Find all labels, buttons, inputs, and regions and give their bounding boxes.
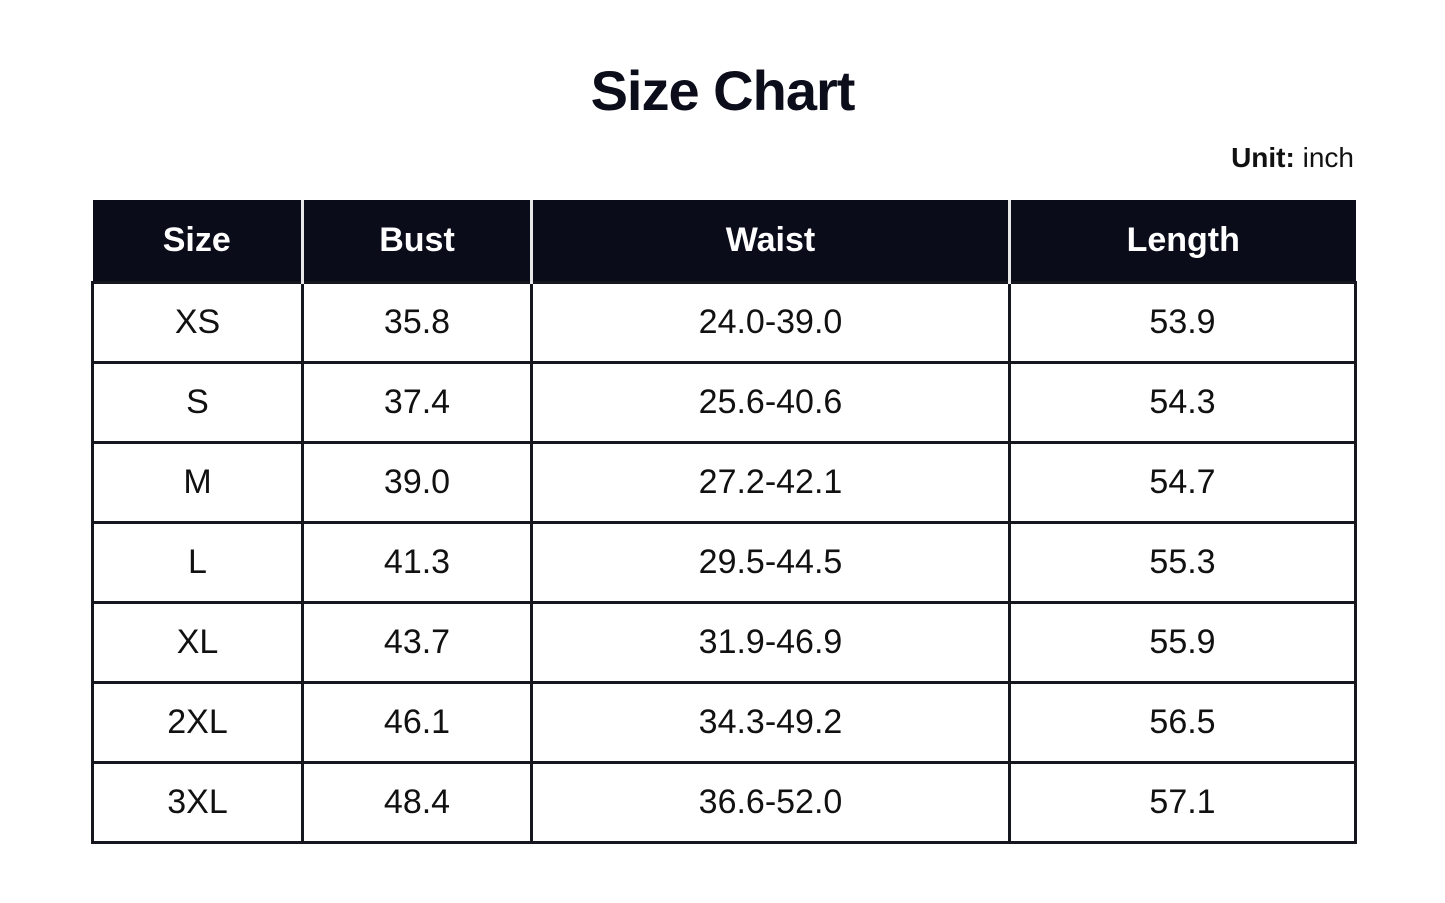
unit-note: Unit: inch bbox=[1231, 142, 1354, 174]
cell-bust: 35.8 bbox=[301, 281, 533, 364]
cell-length: 54.3 bbox=[1008, 361, 1357, 444]
cell-bust: 37.4 bbox=[301, 361, 533, 444]
unit-value: inch bbox=[1302, 142, 1354, 173]
cell-waist: 34.3-49.2 bbox=[530, 681, 1011, 764]
unit-label: Unit: bbox=[1231, 142, 1295, 173]
cell-length: 57.1 bbox=[1008, 761, 1357, 844]
column-header-waist: Waist bbox=[530, 200, 1010, 283]
table-row: S 37.4 25.6-40.6 54.3 bbox=[91, 361, 1357, 444]
page-title: Size Chart bbox=[590, 59, 856, 122]
column-header-length: Length bbox=[1008, 200, 1356, 283]
cell-size: XL bbox=[91, 601, 304, 684]
cell-bust: 41.3 bbox=[301, 521, 533, 604]
cell-bust: 46.1 bbox=[301, 681, 533, 764]
cell-length: 55.9 bbox=[1008, 601, 1357, 684]
cell-size: 2XL bbox=[91, 681, 304, 764]
column-header-size: Size bbox=[92, 200, 303, 283]
cell-size: XS bbox=[91, 281, 304, 364]
table-row: 2XL 46.1 34.3-49.2 56.5 bbox=[91, 681, 1357, 764]
cell-length: 56.5 bbox=[1008, 681, 1357, 764]
size-table: Size Bust Waist Length XS 35.8 24.0-39.0 53.9 S… bbox=[91, 200, 1357, 844]
table-row: XL 43.7 31.9-46.9 55.9 bbox=[91, 601, 1357, 684]
cell-waist: 25.6-40.6 bbox=[530, 361, 1011, 444]
cell-waist: 31.9-46.9 bbox=[530, 601, 1011, 684]
cell-size: 3XL bbox=[91, 761, 304, 844]
cell-bust: 39.0 bbox=[301, 441, 533, 524]
cell-bust: 48.4 bbox=[301, 761, 533, 844]
cell-size: L bbox=[91, 521, 304, 604]
cell-waist: 24.0-39.0 bbox=[530, 281, 1011, 364]
table-row: 3XL 48.4 36.6-52.0 57.1 bbox=[91, 761, 1357, 844]
cell-waist: 29.5-44.5 bbox=[530, 521, 1011, 604]
cell-length: 53.9 bbox=[1008, 281, 1357, 364]
cell-waist: 27.2-42.1 bbox=[530, 441, 1011, 524]
cell-size: M bbox=[91, 441, 304, 524]
cell-waist: 36.6-52.0 bbox=[530, 761, 1011, 844]
cell-size: S bbox=[91, 361, 304, 444]
table-row: M 39.0 27.2-42.1 54.7 bbox=[91, 441, 1357, 524]
table-row: XS 35.8 24.0-39.0 53.9 bbox=[91, 281, 1357, 364]
cell-length: 54.7 bbox=[1008, 441, 1357, 524]
column-header-bust: Bust bbox=[301, 200, 532, 283]
cell-length: 55.3 bbox=[1008, 521, 1357, 604]
table-row: L 41.3 29.5-44.5 55.3 bbox=[91, 521, 1357, 604]
header-row: Size Bust Waist Length bbox=[92, 200, 1356, 283]
cell-bust: 43.7 bbox=[301, 601, 533, 684]
